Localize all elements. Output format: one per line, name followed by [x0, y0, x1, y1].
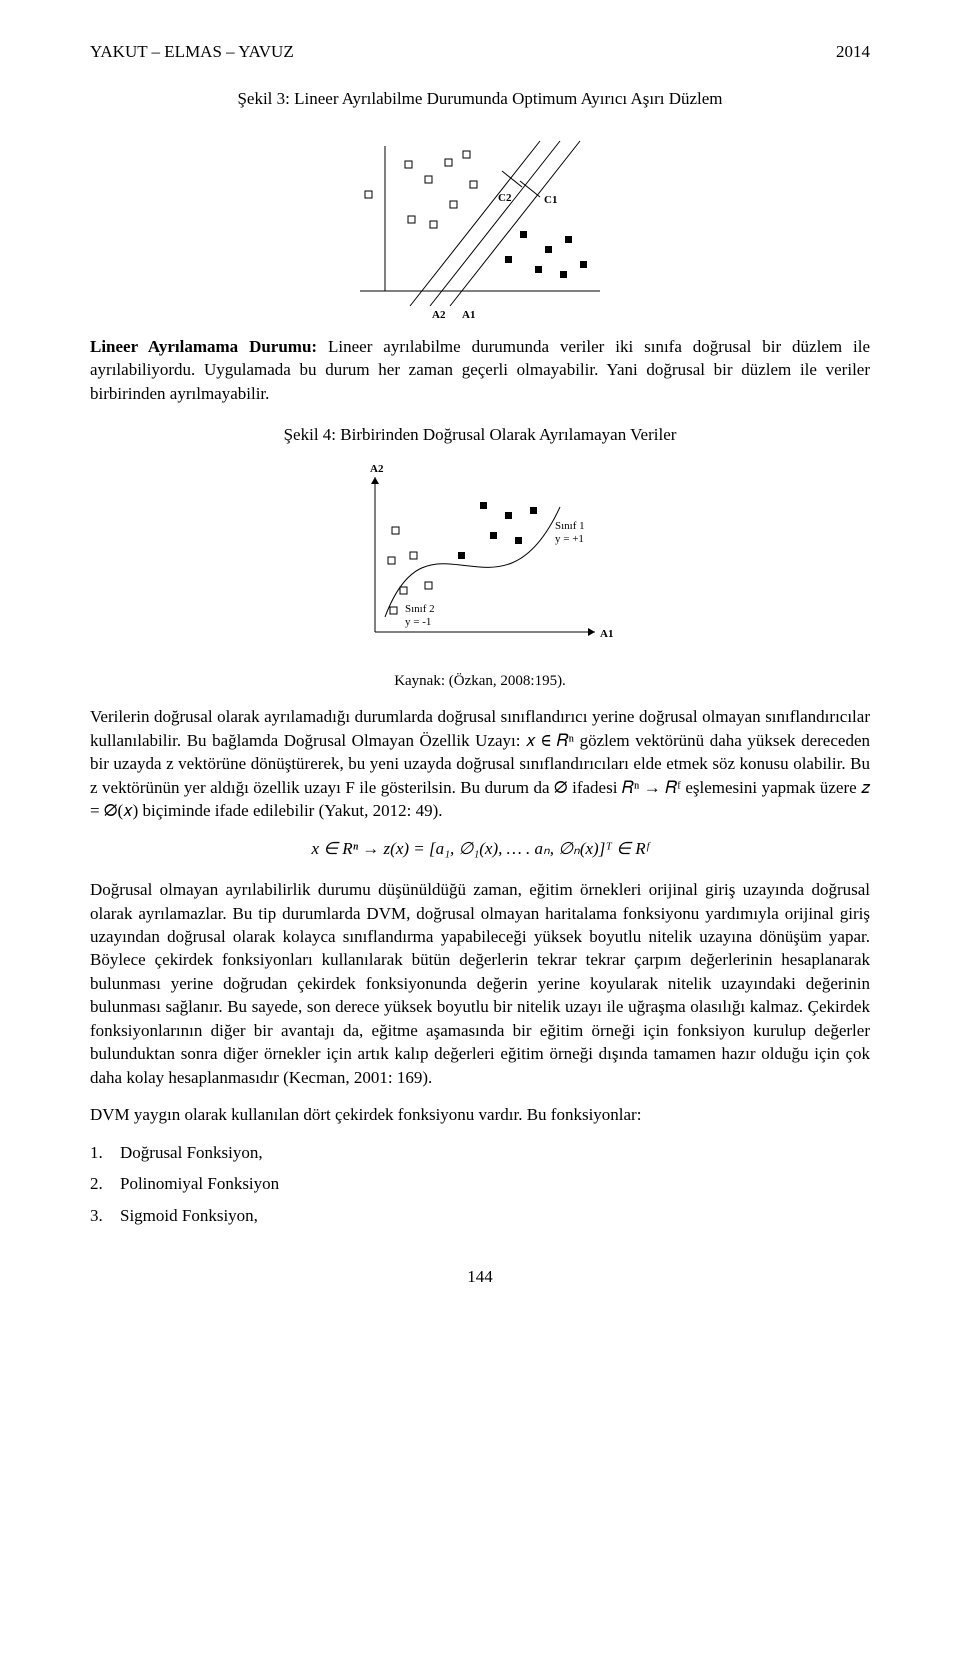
figure-4: A2 A1 Sınıf 1 y = +1 Sınıf 2 y = -1 [90, 457, 870, 657]
list-text: Doğrusal Fonksiyon, [120, 1141, 870, 1164]
page-header: YAKUT – ELMAS – YAVUZ 2014 [90, 40, 870, 63]
list-item: 3. Sigmoid Fonksiyon, [90, 1204, 870, 1227]
paragraph-1: Lineer Ayrılamama Durumu: Lineer ayrılab… [90, 335, 870, 405]
fig4-label-s2b: y = -1 [405, 616, 431, 628]
paragraph-4: DVM yaygın olarak kullanılan dört çekird… [90, 1103, 870, 1126]
figure-3: A1 A2 C1 C2 [90, 121, 870, 321]
fig3-label-c1: C1 [544, 194, 557, 206]
fig4-label-s2a: Sınıf 2 [405, 603, 435, 615]
figure-4-caption: Şekil 4: Birbirinden Doğrusal Olarak Ayr… [90, 423, 870, 446]
para1-lead: Lineer Ayrılamama Durumu: [90, 337, 317, 356]
kernel-list: 1. Doğrusal Fonksiyon, 2. Polinomiyal Fo… [90, 1141, 870, 1227]
fig4-label-a1: A1 [600, 628, 613, 640]
formula-1: x ∈ Rⁿ → z(x) = [a₁, ∅₁(x), … . aₙ, ∅ₙ(x… [90, 837, 870, 860]
list-num: 1. [90, 1141, 120, 1164]
list-num: 2. [90, 1172, 120, 1195]
paragraph-3: Doğrusal olmayan ayrılabilirlik durumu d… [90, 878, 870, 1089]
fig4-label-s1a: Sınıf 1 [555, 520, 585, 532]
fig4-label-a2: A2 [370, 463, 384, 475]
list-text: Polinomiyal Fonksiyon [120, 1172, 870, 1195]
list-text: Sigmoid Fonksiyon, [120, 1204, 870, 1227]
list-num: 3. [90, 1204, 120, 1227]
header-right: 2014 [836, 40, 870, 63]
fig3-label-c2: C2 [498, 192, 512, 204]
fig3-label-a1: A1 [462, 309, 475, 321]
paragraph-2: Verilerin doğrusal olarak ayrılamadığı d… [90, 705, 870, 822]
figure-4-source: Kaynak: (Özkan, 2008:195). [90, 671, 870, 692]
page-number: 144 [90, 1265, 870, 1288]
fig3-label-a2: A2 [432, 309, 446, 321]
list-item: 1. Doğrusal Fonksiyon, [90, 1141, 870, 1164]
figure-3-caption: Şekil 3: Lineer Ayrılabilme Durumunda Op… [90, 87, 870, 110]
header-left: YAKUT – ELMAS – YAVUZ [90, 40, 294, 63]
list-item: 2. Polinomiyal Fonksiyon [90, 1172, 870, 1195]
fig4-label-s1b: y = +1 [555, 533, 584, 545]
